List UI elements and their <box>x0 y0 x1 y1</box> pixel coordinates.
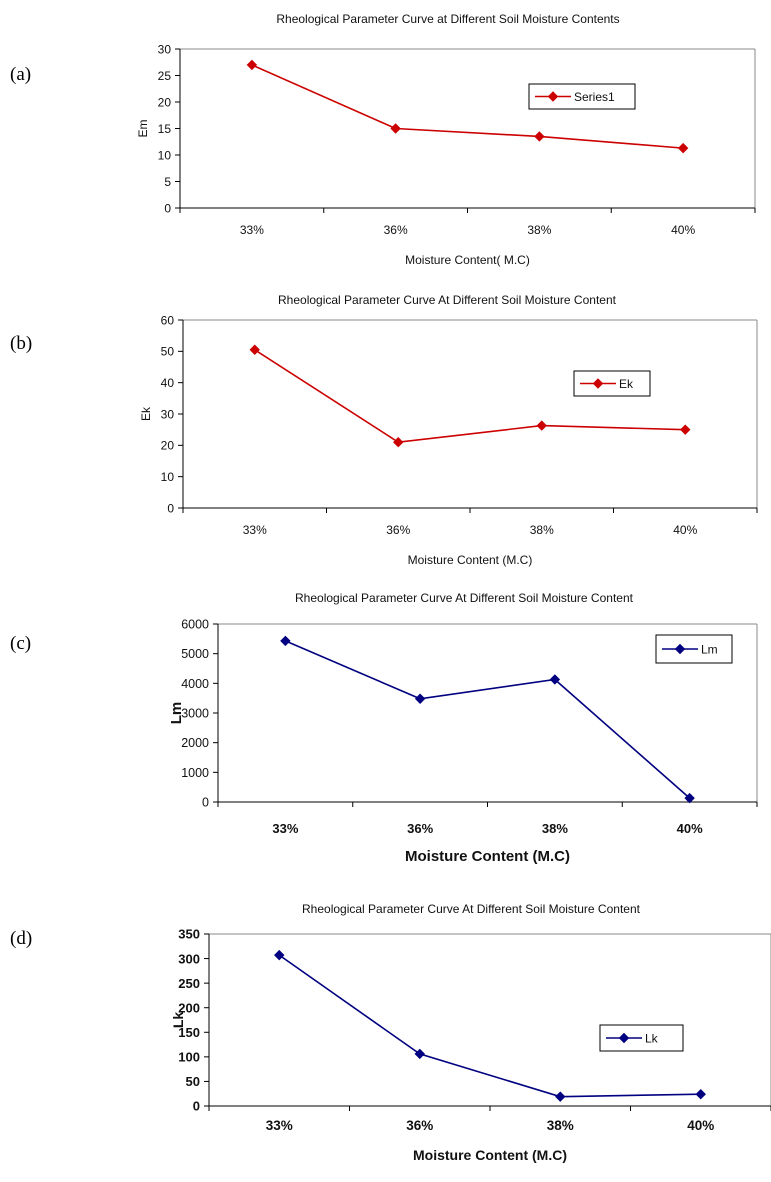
chart-panel-d: (d) Rheological Parameter Curve At Differ… <box>10 902 771 1163</box>
y-tick-label: 10 <box>161 470 175 484</box>
y-tick-label: 200 <box>178 1000 200 1015</box>
chart-title: Rheological Parameter Curve At Different… <box>295 591 634 605</box>
data-point <box>280 635 291 647</box>
data-point <box>677 142 689 154</box>
x-tick-label: 36% <box>384 223 408 237</box>
y-tick-label: 0 <box>167 501 174 515</box>
legend-label: Series1 <box>574 90 615 104</box>
chart-panel-b: (b) Rheological Parameter Curve At Differ… <box>10 293 758 567</box>
data-point <box>390 123 401 134</box>
y-axis-title: Ek <box>139 406 153 421</box>
y-tick-label: 15 <box>158 122 172 136</box>
panel-label: (a) <box>10 64 31 85</box>
y-tick-label: 40 <box>161 376 175 390</box>
y-tick-label: 20 <box>161 439 175 453</box>
legend: Lk <box>599 1024 684 1052</box>
legend-marker <box>674 643 686 655</box>
y-tick-label: 50 <box>161 345 175 359</box>
chart-title: Rheological Parameter Curve At Different… <box>302 902 641 916</box>
y-tick-label: 0 <box>193 1099 200 1114</box>
x-tick-label: 33% <box>272 821 298 836</box>
y-tick-label: 5 <box>164 175 171 189</box>
x-axis-title: Moisture Content (M.C) <box>408 553 533 567</box>
y-tick-label: 10 <box>158 148 172 162</box>
data-point <box>249 344 260 355</box>
legend: Ek <box>573 370 651 397</box>
legend-label: Lk <box>645 1032 659 1046</box>
data-point <box>534 131 545 142</box>
legend-marker <box>618 1032 630 1044</box>
chart-panel-a: (a) Rheological Parameter Curve at Differ… <box>10 12 756 267</box>
legend-label: Lm <box>701 643 718 657</box>
legend-marker <box>592 378 604 389</box>
x-tick-label: 40% <box>677 821 703 836</box>
data-point <box>684 792 695 804</box>
data-point <box>549 674 561 685</box>
x-axis-title: Moisture Content( M.C) <box>405 253 530 267</box>
x-tick-label: 38% <box>527 223 551 237</box>
y-tick-label: 60 <box>161 313 175 327</box>
data-point <box>246 59 258 71</box>
y-tick-label: 4000 <box>181 677 209 691</box>
x-tick-label: 36% <box>386 523 410 537</box>
y-axis-title: Em <box>136 119 150 137</box>
y-tick-label: 0 <box>164 201 171 215</box>
y-tick-label: 250 <box>178 976 200 991</box>
series-line <box>254 349 686 444</box>
y-tick-label: 20 <box>158 95 172 109</box>
x-tick-label: 40% <box>671 223 695 237</box>
y-tick-label: 3000 <box>181 707 209 721</box>
chart-title: Rheological Parameter Curve At Different… <box>278 293 617 307</box>
x-tick-label: 33% <box>240 223 264 237</box>
data-point <box>555 1091 566 1102</box>
data-point <box>274 949 285 961</box>
y-tick-label: 6000 <box>181 618 209 632</box>
legend: Lm <box>655 634 733 664</box>
x-tick-label: 36% <box>406 1118 433 1133</box>
y-tick-label: 2000 <box>181 736 209 750</box>
x-tick-label: 40% <box>687 1118 714 1133</box>
x-tick-label: 40% <box>673 523 697 537</box>
y-tick-label: 30 <box>158 42 172 56</box>
data-point <box>414 693 426 704</box>
legend-label: Ek <box>619 377 634 391</box>
y-axis-title: Lm <box>168 702 185 725</box>
chart-title: Rheological Parameter Curve at Different… <box>276 12 619 26</box>
data-point <box>695 1088 706 1100</box>
legend-marker <box>547 91 559 102</box>
panel-label: (b) <box>10 333 32 354</box>
y-axis-title: Lk <box>170 1012 186 1029</box>
y-tick-label: 150 <box>178 1025 200 1040</box>
x-tick-label: 38% <box>547 1118 574 1133</box>
x-axis-title: Moisture Content (M.C) <box>413 1147 567 1163</box>
x-tick-label: 38% <box>530 523 554 537</box>
data-point <box>680 424 691 435</box>
series-line <box>278 954 701 1098</box>
y-tick-label: 30 <box>161 407 175 421</box>
y-tick-label: 5000 <box>181 647 209 661</box>
y-tick-label: 100 <box>178 1050 200 1065</box>
y-tick-label: 350 <box>178 927 200 942</box>
series-line <box>285 640 691 799</box>
data-point <box>536 420 547 431</box>
panel-label: (c) <box>10 633 31 654</box>
series-line <box>251 64 684 149</box>
data-point <box>414 1048 425 1060</box>
x-tick-label: 38% <box>542 821 568 836</box>
y-tick-label: 50 <box>186 1074 200 1089</box>
y-tick-label: 25 <box>158 69 172 83</box>
x-tick-label: 33% <box>243 523 267 537</box>
y-tick-label: 300 <box>178 951 200 966</box>
y-tick-label: 0 <box>202 796 209 810</box>
panel-label: (d) <box>10 928 32 949</box>
chart-panel-c: (c) Rheological Parameter Curve At Differ… <box>10 591 758 865</box>
x-tick-label: 33% <box>266 1118 293 1133</box>
x-axis-title: Moisture Content (M.C) <box>405 848 570 865</box>
y-tick-label: 1000 <box>181 766 209 780</box>
data-point <box>393 436 404 448</box>
x-tick-label: 36% <box>407 821 433 836</box>
legend: Series1 <box>528 83 636 110</box>
